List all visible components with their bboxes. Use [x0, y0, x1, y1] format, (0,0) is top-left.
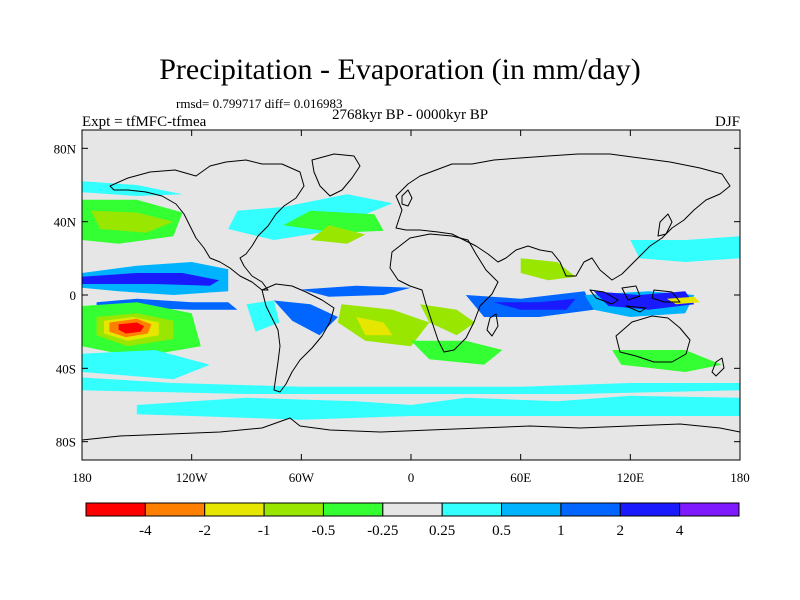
- colorbar-label: -2: [198, 523, 211, 539]
- y-tick-label: 40S: [56, 361, 76, 376]
- coastline-new-zealand: [711, 357, 725, 377]
- y-tick-label: 80N: [54, 141, 77, 156]
- colorbar-label: 0.25: [429, 523, 455, 539]
- x-tick-label: 60W: [289, 470, 315, 485]
- coastline-indonesia: [589, 285, 681, 313]
- contour-region-23: [493, 298, 576, 310]
- colorbar-box-9: [619, 502, 681, 517]
- colorbar-label: 1: [557, 523, 565, 539]
- axis-layer: 180 120W 60W 0 60E 120E 180 80N 40N 0 40S 80S: [54, 130, 750, 485]
- coastline-south-america: [261, 283, 335, 393]
- contour-region-24: [420, 304, 475, 336]
- coastline-madagascar: [486, 313, 499, 337]
- coastline-british-isles: [401, 189, 413, 207]
- colorbar-box-0: [85, 502, 146, 517]
- contour-region-19: [356, 317, 393, 336]
- x-tick-label: 120E: [617, 470, 645, 485]
- colorbar-box-6: [441, 502, 503, 517]
- season-label: DJF: [714, 114, 740, 130]
- contour-fill-layer: [82, 181, 740, 420]
- experiment-label: Expt = tfMFC-tfmea: [82, 114, 207, 130]
- y-tick-label: 80S: [56, 435, 76, 450]
- coastline-greenland: [311, 153, 361, 197]
- contour-region-29: [612, 350, 722, 372]
- coastline-eurasia: [395, 153, 731, 281]
- colorbar-label: 0.5: [492, 523, 511, 539]
- contour-region-16: [301, 285, 411, 297]
- contour-region-14: [283, 210, 384, 233]
- colorbar-label: 4: [676, 523, 684, 539]
- contour-region-11: [82, 350, 210, 380]
- coastline-antarctica: [82, 417, 740, 441]
- colorbar-label: -4: [139, 523, 152, 539]
- contour-region-1: [82, 273, 220, 286]
- x-tick-label: 60E: [510, 470, 531, 485]
- contour-region-4: [91, 210, 174, 233]
- colorbar-box-2: [204, 502, 265, 517]
- contour-region-15: [310, 225, 366, 244]
- contour-region-5: [82, 181, 183, 196]
- x-tick-label: 120W: [176, 470, 209, 485]
- contour-region-30: [630, 236, 740, 262]
- coastline-layer: [82, 153, 740, 441]
- contour-region-20: [246, 300, 280, 332]
- coastline-north-america: [109, 159, 305, 291]
- colorbar-box-3: [263, 502, 324, 517]
- colorbar-box-8: [560, 502, 621, 517]
- x-tick-label: 0: [408, 470, 415, 485]
- stats-text: rmsd= 0.799717 diff= 0.016983: [176, 96, 343, 111]
- contour-region-21: [411, 340, 503, 365]
- colorbar-box-7: [501, 502, 562, 517]
- contour-region-17: [273, 300, 338, 336]
- contour-region-25: [520, 258, 576, 281]
- contour-region-10: [118, 322, 145, 334]
- colorbar-box-10: [679, 502, 740, 517]
- y-tick-label: 40N: [54, 215, 77, 230]
- contour-region-12: [136, 395, 740, 420]
- colorbar-label: -0.5: [312, 523, 336, 539]
- x-tick-label: 180: [72, 470, 92, 485]
- y-tick-label: 0: [70, 288, 77, 303]
- x-tick-label: 180: [730, 470, 750, 485]
- contour-region-31: [82, 377, 740, 394]
- colorbar-label: 2: [617, 523, 625, 539]
- colorbar-label: -0.25: [367, 523, 398, 539]
- colorbar-box-4: [322, 502, 384, 517]
- colorbar-box-5: [382, 502, 443, 517]
- colorbar-label: -1: [258, 523, 271, 539]
- chart-title: Precipitation - Evaporation (in mm/day): [159, 53, 641, 86]
- colorbar-box-1: [144, 502, 206, 517]
- contour-region-27: [593, 291, 695, 310]
- coastline-japan: [657, 213, 673, 237]
- period-text: 2768kyr BP - 0000kyr BP: [331, 107, 489, 123]
- coastline-australia: [615, 315, 691, 363]
- colorbar: -4 -2 -1 -0.5 -0.25 0.25 0.5 1 2 4: [85, 502, 740, 539]
